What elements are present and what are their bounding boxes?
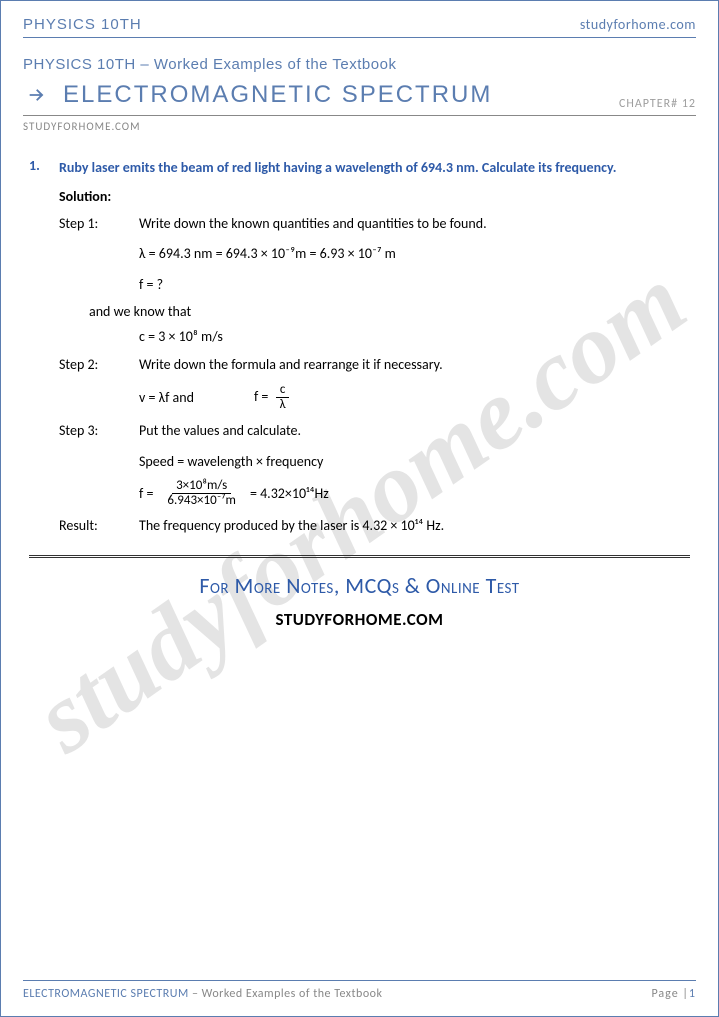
f-calc-label: f =	[139, 481, 153, 508]
promo-line1: For More Notes, MCQs & Online Test	[29, 572, 690, 599]
step2-label: Step 2:	[59, 354, 139, 376]
calc-fraction: 3×10⁸m/s 6.943×10⁻⁷m	[163, 479, 240, 509]
main-title: ELECTROMAGNETIC SPECTRUM	[63, 81, 492, 109]
v-lambda-f: v = λf and	[139, 389, 194, 406]
step3-text: Put the values and calculate.	[139, 420, 690, 442]
lambda-line: λ = 694.3 nm = 694.3 × 10⁻⁹m = 6.93 × 10…	[139, 241, 690, 268]
step1-row: Step 1: Write down the known quantities …	[59, 213, 690, 235]
header-bar: PHYSICS 10TH studyforhome.com	[23, 16, 696, 38]
result-row: Result: The frequency produced by the la…	[59, 515, 690, 537]
chapter-label: CHAPTER# 12	[619, 97, 696, 111]
content-area: 1. Ruby laser emits the beam of red ligh…	[23, 157, 696, 630]
f-eq-label: f =	[254, 388, 268, 405]
subtitle: PHYSICS 10TH – Worked Examples of the Te…	[23, 56, 696, 73]
title-row: ELECTROMAGNETIC SPECTRUM CHAPTER# 12	[23, 81, 696, 109]
step2-text: Write down the formula and rearrange it …	[139, 354, 690, 376]
calc-bot: 6.943×10⁻⁷m	[163, 494, 240, 508]
question-number: 1.	[29, 157, 59, 178]
step3-label: Step 3:	[59, 420, 139, 442]
solution-label: Solution:	[59, 188, 690, 205]
fraction-c-lambda: c λ	[276, 383, 290, 413]
calc-line: f = 3×10⁸m/s 6.943×10⁻⁷m = 4.32×10¹⁴Hz	[139, 479, 690, 509]
promo-line2: STUDYFORHOME.COM	[29, 609, 690, 630]
c-line: c = 3 × 10⁸ m/s	[139, 324, 690, 351]
title-underline: STUDYFORHOME.COM	[23, 115, 696, 133]
f-frac: f = c λ	[254, 383, 294, 413]
and-know-line: and we know that	[89, 303, 690, 320]
header-right: studyforhome.com	[580, 16, 696, 33]
header-left: PHYSICS 10TH	[23, 16, 142, 33]
result-text: The frequency produced by the laser is 4…	[139, 515, 690, 537]
formula-row: v = λf and f = c λ	[139, 383, 690, 413]
f-question-line: f = ?	[139, 272, 690, 299]
question-text: Ruby laser emits the beam of red light h…	[59, 157, 616, 178]
arrow-icon	[23, 81, 51, 109]
step3-row: Step 3: Put the values and calculate.	[59, 420, 690, 442]
step1-label: Step 1:	[59, 213, 139, 235]
calc-top: 3×10⁸m/s	[172, 479, 231, 494]
calc-result: = 4.32×10¹⁴Hz	[250, 481, 329, 508]
step2-row: Step 2: Write down the formula and rearr…	[59, 354, 690, 376]
frac-bot: λ	[276, 398, 290, 412]
result-label: Result:	[59, 515, 139, 537]
divider	[29, 555, 690, 558]
frac-top: c	[276, 383, 290, 398]
speed-line: Speed = wavelength × frequency	[139, 449, 690, 476]
step1-text: Write down the known quantities and quan…	[139, 213, 690, 235]
solution-block: Solution: Step 1: Write down the known q…	[59, 188, 690, 537]
question-row: 1. Ruby laser emits the beam of red ligh…	[29, 157, 690, 178]
site-label: STUDYFORHOME.COM	[23, 120, 696, 133]
